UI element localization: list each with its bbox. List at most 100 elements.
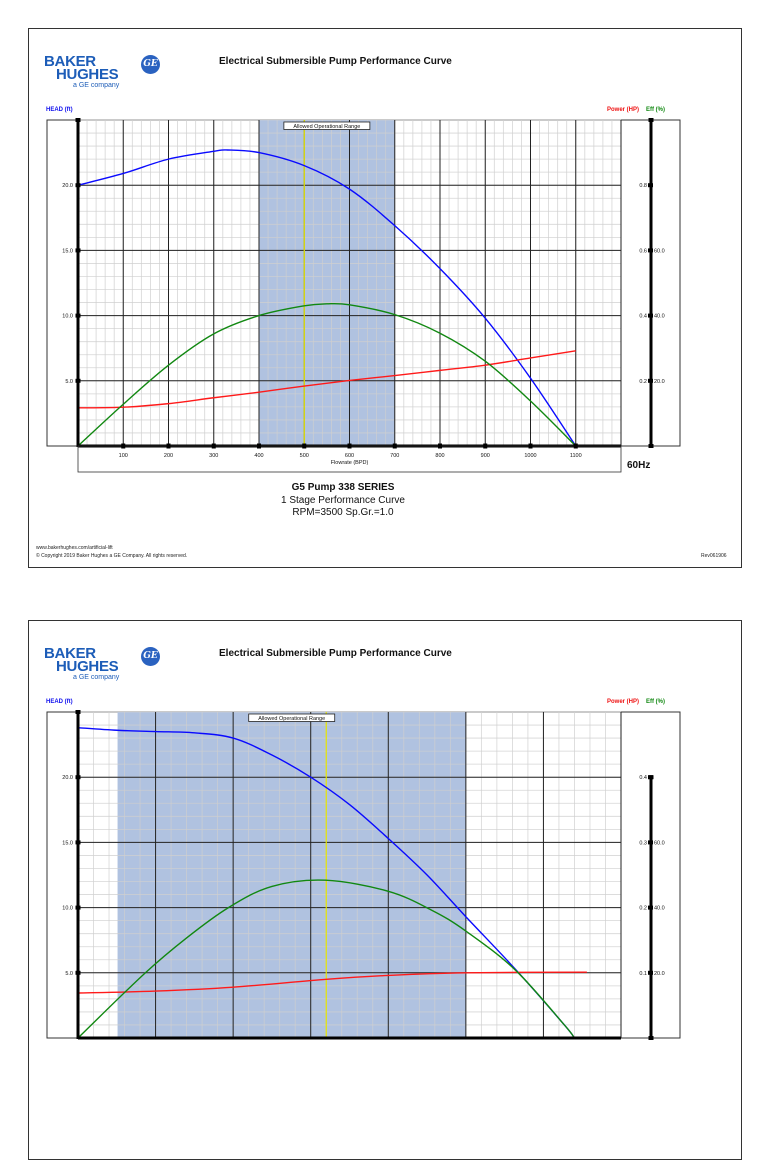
power-tick-mark: [648, 775, 654, 780]
power-tick-mark: [648, 840, 653, 845]
eff-tick-label: 20.0: [654, 379, 665, 385]
eff-tick-label: 40.0: [654, 314, 665, 320]
performance-chart-2: Allowed Operational Range 5.0 10.0 15.0 20.0…: [46, 710, 681, 1040]
flowrate-tick-label: 200: [164, 453, 173, 459]
flowrate-tick-mark: [573, 443, 578, 449]
frequency-label: 60Hz: [627, 460, 651, 471]
aor-label: Allowed Operational Range: [293, 124, 360, 130]
pump-name: G5 Pump 338 SERIES: [291, 482, 395, 493]
operating-conditions: RPM=3500 Sp.Gr.=1.0: [292, 507, 394, 518]
head-tick-label: 15.0: [62, 248, 73, 254]
pump-curve-sheet-1: Allowed Operational Range 5.0 10.0 15.0 20.0…: [28, 28, 742, 568]
power-tick-label: 0.6: [639, 248, 647, 254]
flowrate-tick-label: 400: [254, 453, 263, 459]
head-tick-label: 20.0: [62, 775, 73, 781]
power-tick-label: 0.2: [639, 379, 647, 385]
logo-baker: BAKER: [44, 645, 96, 662]
power-curve: [77, 971, 587, 994]
flowrate-tick-mark: [211, 443, 216, 449]
allowed-operational-range-band: [259, 120, 395, 446]
head-tick-mark: [75, 313, 81, 318]
flowrate-tick-label: 1000: [524, 453, 536, 459]
flowrate-axis-label: Flowrate (BPD): [331, 460, 369, 466]
performance-chart-1: Allowed Operational Range 5.0 10.0 15.0 20.0…: [46, 118, 681, 473]
power-tick-mark: [648, 905, 653, 910]
power-axis-label: Power (HP): [607, 107, 640, 113]
power-tick-label: 0.4: [639, 775, 647, 781]
power-tick-label: 0.2: [639, 906, 647, 912]
head-tick-mark: [75, 710, 81, 714]
power-tick-label: 0.3: [639, 840, 647, 846]
flowrate-tick-label: 600: [345, 453, 354, 459]
flowrate-tick-mark: [483, 443, 488, 449]
head-curve: [77, 149, 577, 447]
power-tick-mark: [648, 183, 653, 188]
logo-tagline: a GE company: [73, 674, 120, 681]
flowrate-tick-label: 800: [435, 453, 444, 459]
head-tick-label: 5.0: [65, 971, 73, 977]
flowrate-tick-mark: [528, 443, 533, 449]
head-axis-label: HEAD (ft): [46, 107, 73, 113]
logo-tagline: a GE company: [73, 82, 120, 89]
flowrate-tick-label: 1100: [570, 453, 582, 459]
ge-monogram-icon: GE: [141, 647, 160, 666]
flowrate-tick-mark: [166, 443, 171, 449]
head-tick-label: 10.0: [62, 314, 73, 320]
revision-code: Rev061906: [701, 553, 727, 559]
curve-description: 1 Stage Performance Curve: [281, 495, 405, 506]
efficiency-curve: [77, 879, 576, 1039]
sheet-title: Electrical Submersible Pump Performance …: [219, 56, 452, 67]
flowrate-tick-label: 300: [209, 453, 218, 459]
flowrate-tick-label: 500: [300, 453, 309, 459]
eff-axis-label: Eff (%): [646, 699, 665, 705]
aor-label: Allowed Operational Range: [258, 716, 325, 722]
eff-tick-label: 40.0: [654, 906, 665, 912]
power-tick-mark: [648, 378, 653, 383]
head-tick-mark: [75, 840, 81, 845]
pump-curve-sheet-2: Allowed Operational Range 5.0 10.0 15.0 20.0…: [28, 620, 742, 1160]
head-axis-label: HEAD (ft): [46, 699, 73, 705]
flowrate-tick-mark: [302, 443, 307, 449]
aor-label-box: [283, 121, 371, 130]
head-tick-mark: [75, 905, 81, 910]
flowrate-tick-label: 100: [119, 453, 128, 459]
power-tick-label: 0.8: [639, 183, 647, 189]
eff-tick-label: 20.0: [654, 971, 665, 977]
flowrate-tick-mark: [438, 443, 442, 449]
power-tick-label: 0.1: [639, 971, 647, 977]
power-tick-mark: [648, 248, 653, 253]
head-tick-label: 20.0: [62, 183, 73, 189]
head-tick-mark: [75, 118, 81, 122]
head-tick-label: 15.0: [62, 840, 73, 846]
flowrate-tick-mark: [121, 443, 126, 449]
ge-monogram-icon: GE: [141, 55, 160, 74]
head-tick-mark: [75, 970, 81, 975]
power-tick-mark: [648, 444, 654, 448]
logo-baker: BAKER: [44, 53, 96, 70]
flowrate-tick-mark: [347, 443, 352, 449]
logo-hughes: HUGHES: [56, 66, 119, 83]
head-tick-label: 10.0: [62, 906, 73, 912]
power-tick-mark: [648, 118, 654, 122]
flowrate-label-box: [77, 445, 622, 473]
head-tick-label: 5.0: [65, 379, 73, 385]
eff-tick-label: 60.0: [654, 248, 665, 254]
eff-axis-label: Eff (%): [646, 107, 665, 113]
flowrate-tick-label: 700: [390, 453, 399, 459]
allowed-operational-range-band: [117, 712, 466, 1038]
flowrate-tick-mark: [392, 443, 397, 449]
head-tick-mark: [75, 378, 81, 383]
footer-copyright: © Copyright 2019 Baker Hughes a GE Compa…: [36, 553, 188, 559]
power-tick-mark: [648, 313, 653, 318]
power-tick-mark: [648, 1036, 654, 1040]
aor-label-box: [248, 713, 336, 722]
sheet-title: Electrical Submersible Pump Performance …: [219, 648, 452, 659]
footer-url[interactable]: www.bakerhughes.com/artificial-lift: [36, 545, 113, 551]
power-tick-label: 0.4: [639, 314, 647, 320]
power-tick-mark: [648, 970, 653, 975]
eff-tick-label: 60.0: [654, 840, 665, 846]
head-tick-mark: [75, 248, 81, 253]
flowrate-tick-label: 900: [481, 453, 490, 459]
flowrate-tick-mark: [257, 443, 261, 449]
efficiency-curve: [77, 302, 577, 447]
